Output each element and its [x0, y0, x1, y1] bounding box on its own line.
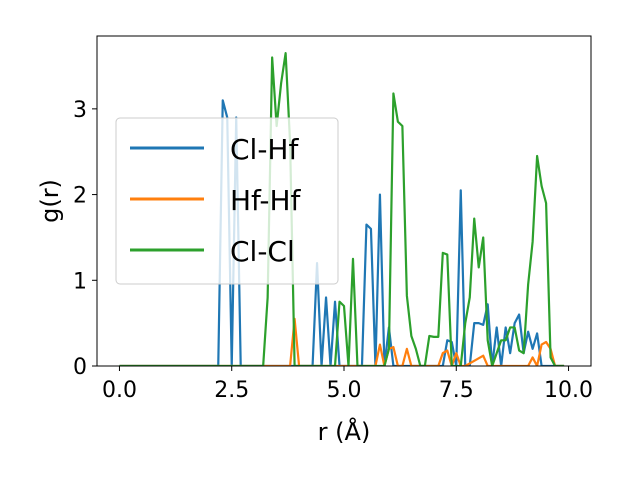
- y-tick-label: 2: [73, 184, 87, 209]
- series-line-cl-cl: [119, 52, 565, 366]
- x-tick-label: 5.0: [327, 378, 362, 403]
- y-axis-title: g(r): [36, 179, 64, 223]
- x-axis-title: r (Å): [318, 417, 371, 446]
- x-tick-label: 10.0: [544, 378, 593, 403]
- legend-label-hf-hf: Hf-Hf: [230, 184, 302, 217]
- y-tick-label: 0: [73, 355, 87, 380]
- x-tick-label: 2.5: [214, 378, 249, 403]
- y-tick-label: 3: [73, 98, 87, 123]
- y-tick-label: 1: [73, 269, 87, 294]
- x-tick-label: 7.5: [439, 378, 474, 403]
- legend: Cl-Hf Hf-Hf Cl-Cl: [115, 117, 339, 285]
- plot-area: [119, 52, 565, 366]
- legend-box: [115, 117, 339, 285]
- legend-label-cl-hf: Cl-Hf: [230, 133, 299, 166]
- y-axis-ticks: 0 1 2 3: [73, 98, 97, 380]
- x-tick-label: 0.0: [102, 378, 137, 403]
- x-axis-ticks: 0.0 2.5 5.0 7.5 10.0: [102, 366, 593, 403]
- legend-label-cl-cl: Cl-Cl: [230, 235, 295, 268]
- series-line-hf-hf: [119, 317, 565, 366]
